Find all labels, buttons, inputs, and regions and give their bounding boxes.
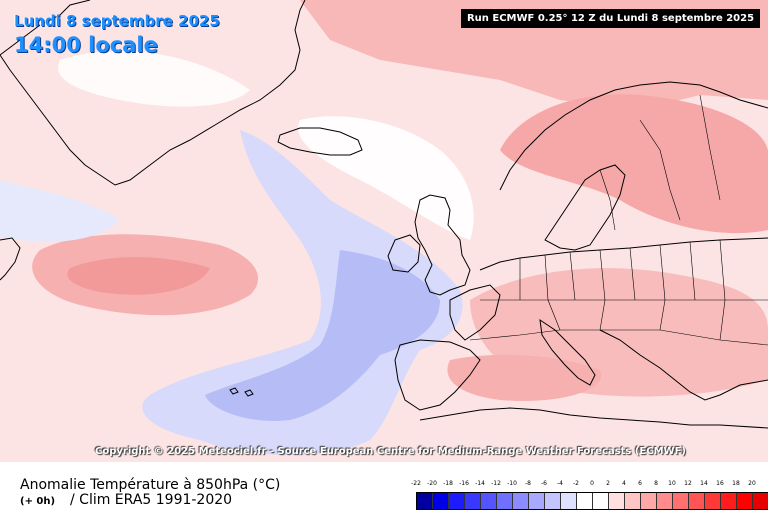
scale-color-cell <box>609 493 625 509</box>
scale-tick-label: 4 <box>622 480 626 487</box>
scale-tick-label: 20 <box>748 480 756 487</box>
warm-scandinavia <box>500 94 768 234</box>
france-coast <box>449 284 501 341</box>
scale-color-cell <box>673 493 689 509</box>
scale-tick-label: 14 <box>700 480 708 487</box>
color-scale: -22 -20 -18 -16 -14 -12 -10 -8 -6 -4 -2 0 2 4 6 8 10 12 14… <box>411 480 768 510</box>
scale-tick-label: -2 <box>573 480 579 487</box>
scale-tick-label: -12 <box>491 480 501 487</box>
scotland-coast <box>414 194 471 296</box>
scale-color-cell <box>721 493 737 509</box>
sweden-coast <box>544 164 626 251</box>
scale-color-cell <box>625 493 641 509</box>
neutral-field <box>58 51 474 240</box>
norway-coast <box>499 81 768 191</box>
forecast-hour: (+ 0h) <box>20 496 56 507</box>
greenland-coast <box>0 0 306 186</box>
ireland-coast <box>387 234 421 273</box>
scale-color-cell <box>577 493 593 509</box>
cold-tongue <box>142 130 463 455</box>
scale-tick-label: 16 <box>716 480 724 487</box>
scale-color-cell <box>497 493 513 509</box>
scale-tick-label: -16 <box>459 480 469 487</box>
cold-core <box>205 250 440 421</box>
neutral-norwegian-sea <box>298 116 474 240</box>
scale-tick-label: -6 <box>541 480 547 487</box>
scale-color-cell <box>481 493 497 509</box>
scale-color-cell <box>513 493 529 509</box>
newfoundland-coast <box>0 237 21 281</box>
scale-color-cell <box>705 493 721 509</box>
scale-tick-label: -22 <box>411 480 421 487</box>
scale-tick-label: 2 <box>606 480 610 487</box>
scale-color-cell <box>465 493 481 509</box>
legend-footer: Anomalie Température à 850hPa (°C) (+ 0h… <box>0 462 768 512</box>
scale-color-cell <box>593 493 609 509</box>
scale-tick-label: -18 <box>443 480 453 487</box>
coastlines <box>0 0 768 429</box>
model-run-label: Run ECMWF 0.25° 12 Z du Lundi 8 septembr… <box>461 9 760 28</box>
scale-tick-label: -8 <box>525 480 531 487</box>
scale-tick-label: 10 <box>668 480 676 487</box>
color-scale-bar <box>416 492 768 510</box>
map-caption-title: Anomalie Température à 850hPa (°C) <box>20 477 281 493</box>
neutral-greenland-sea <box>58 51 251 107</box>
scale-tick-label: -4 <box>557 480 563 487</box>
scale-color-cell <box>657 493 673 509</box>
forecast-date: Lundi 8 septembre 2025 <box>14 12 220 30</box>
copyright-notice: Copyright © 2025 Meteociel.fr - Source E… <box>95 446 686 457</box>
scale-tick-label: -14 <box>475 480 485 487</box>
iceland-coast <box>277 127 363 156</box>
scale-color-cell <box>689 493 705 509</box>
scale-color-cell <box>449 493 465 509</box>
borders <box>469 94 768 346</box>
scale-color-cell <box>641 493 657 509</box>
scale-color-cell <box>753 493 768 509</box>
border-segment <box>469 299 768 346</box>
forecast-time: 14:00 locale <box>14 33 158 57</box>
cold-west <box>0 180 120 242</box>
border-segment <box>599 94 721 231</box>
scale-tick-label: 18 <box>732 480 740 487</box>
scale-color-cell <box>561 493 577 509</box>
scale-tick-label: 0 <box>590 480 594 487</box>
scale-color-cell <box>433 493 449 509</box>
climatology-label: / Clim ERA5 1991-2020 <box>70 492 233 508</box>
canary-islands <box>229 387 254 397</box>
scale-color-cell <box>417 493 433 509</box>
warm-mediterranean <box>447 354 602 401</box>
italy-coast <box>539 318 596 386</box>
north-africa-coast <box>419 407 768 429</box>
balkans-coast <box>599 329 768 401</box>
scale-tick-label: 12 <box>684 480 692 487</box>
scale-tick-label: -20 <box>427 480 437 487</box>
scale-color-cell <box>737 493 753 509</box>
scale-tick-label: -10 <box>507 480 517 487</box>
scale-color-cell <box>529 493 545 509</box>
scale-tick-label: 6 <box>638 480 642 487</box>
anomaly-map <box>0 0 768 462</box>
scale-color-cell <box>545 493 561 509</box>
color-scale-labels: -22 -20 -18 -16 -14 -12 -10 -8 -6 -4 -2 0 2 4 6 8 10 12 14… <box>411 480 756 491</box>
warm-atlantic-core <box>67 257 210 295</box>
cold-anomaly-field <box>0 130 463 455</box>
scale-tick-label: 8 <box>654 480 658 487</box>
iberia-coast <box>394 339 481 411</box>
